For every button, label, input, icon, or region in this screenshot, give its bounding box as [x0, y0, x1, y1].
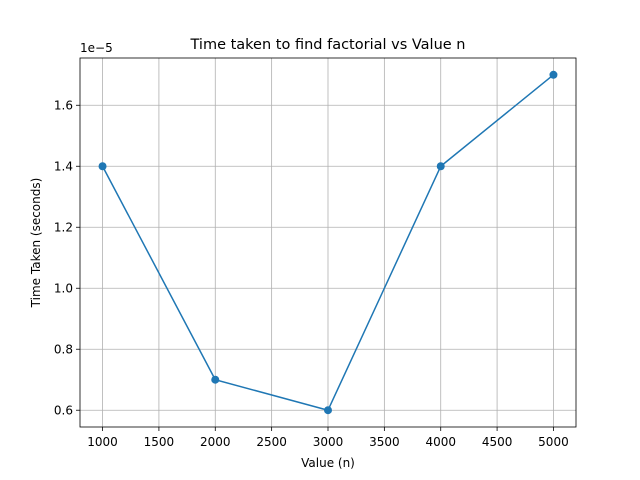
data-point: [98, 162, 107, 171]
data-point: [211, 375, 220, 384]
series-layer: [98, 70, 558, 415]
x-tick-label: 4000: [425, 435, 456, 449]
data-point: [436, 162, 445, 171]
x-tick-label: 2000: [200, 435, 231, 449]
y-tick-label: 1.2: [54, 221, 73, 235]
data-point: [549, 70, 558, 79]
data-point: [324, 406, 332, 415]
y-tick-label: 1.0: [54, 282, 73, 296]
x-tick-label: 3500: [369, 435, 400, 449]
y-tick-label: 1.6: [54, 99, 73, 113]
x-tick-label: 3000: [313, 435, 344, 449]
x-tick-label: 2500: [256, 435, 287, 449]
x-tick-label: 5000: [538, 435, 569, 449]
tick-layer: 1000 1500 2000 2500 3000 3500 4000 4500 5000 0.6 0…: [54, 99, 569, 449]
chart-title: Time taken to find factorial vs Value n: [190, 37, 466, 53]
grid-layer: [80, 58, 576, 427]
x-tick-label: 1000: [87, 435, 118, 449]
y-axis-offset-label: 1e−5: [80, 41, 113, 55]
y-tick-label: 0.6: [54, 404, 73, 418]
x-tick-label: 1500: [144, 435, 175, 449]
y-tick-label: 1.4: [54, 160, 73, 174]
y-tick-label: 0.8: [54, 343, 73, 357]
y-axis-label: Time Taken (seconds): [29, 178, 43, 309]
x-tick-label: 4500: [482, 435, 513, 449]
x-axis-label: Value (n): [301, 456, 355, 470]
